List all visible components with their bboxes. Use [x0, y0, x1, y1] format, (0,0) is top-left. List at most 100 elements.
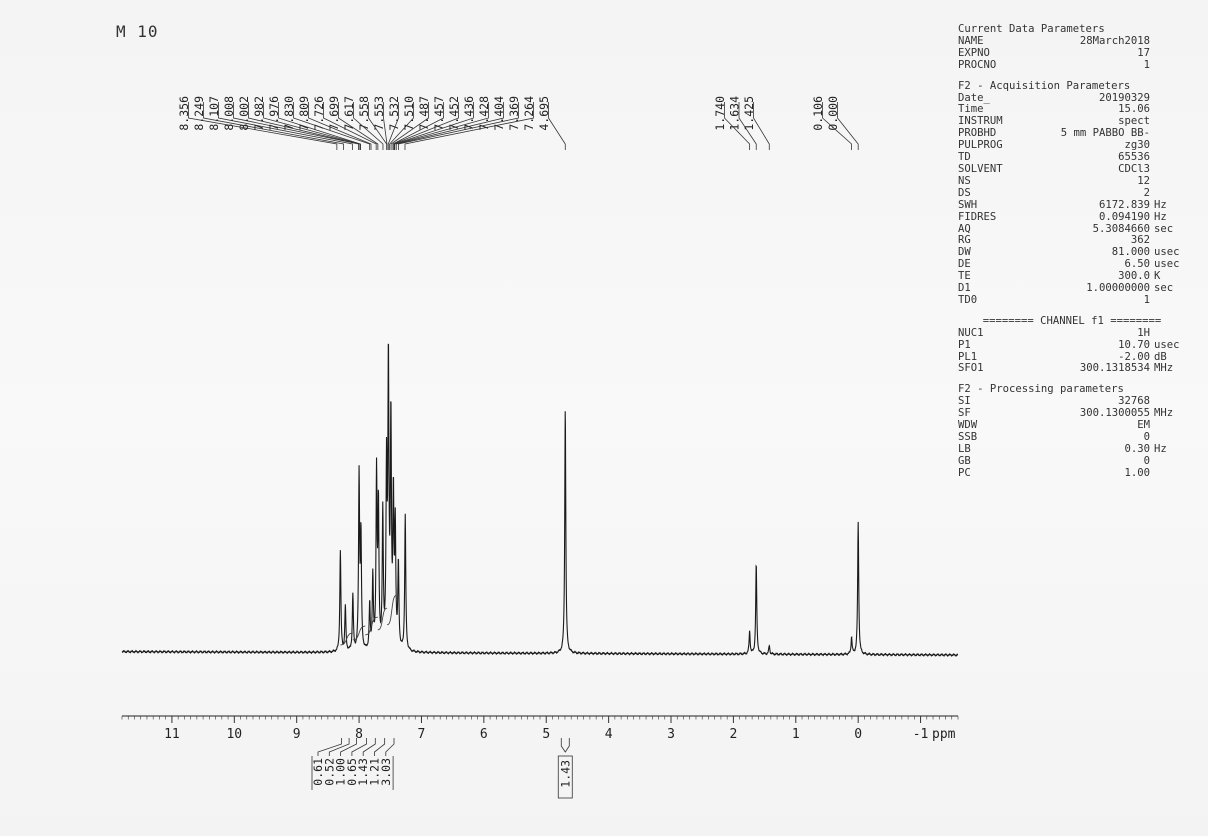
- integral-curve-3: [365, 616, 378, 636]
- param-row: TD0 1: [958, 294, 1186, 307]
- x-tick-label: 10: [226, 727, 242, 742]
- aromatic-peak-label: 7.726: [312, 96, 326, 131]
- aromatic-leader-line: [218, 102, 353, 150]
- integral-value: 1.21: [368, 758, 382, 786]
- param-value: zg30: [1124, 139, 1150, 152]
- spectrum-trace: [121, 343, 959, 657]
- param-name: Date_: [958, 91, 990, 104]
- param-unit: [1150, 456, 1186, 468]
- aromatic-leader-line: [392, 102, 459, 150]
- integral-value: 1.00: [334, 758, 348, 786]
- param-name: GB: [958, 454, 971, 467]
- aromatic-peak-label: 7.532: [387, 96, 401, 131]
- param-section-title: ======== CHANNEL f1 ========: [982, 314, 1162, 327]
- param-unit: [1150, 164, 1186, 176]
- param-row: SF 300.1300055 MHz: [958, 407, 1186, 420]
- param-row: DW 81.000 usec: [958, 246, 1186, 259]
- param-unit: dB: [1154, 350, 1167, 363]
- aliphatic-leader-line: [738, 102, 757, 150]
- param-row: FIDRES 0.094190 Hz: [958, 210, 1186, 224]
- param-row: GB 0: [958, 454, 1186, 468]
- param-value: 0: [1143, 431, 1150, 443]
- integral-value: 0.65: [345, 758, 359, 786]
- param-value: EM: [1137, 419, 1150, 432]
- aromatic-leader-line: [278, 102, 361, 150]
- param-value: 1H: [1137, 326, 1150, 339]
- param-value: 17: [1137, 46, 1150, 59]
- integral-bracket: [374, 738, 386, 756]
- integral-curve-5: [386, 594, 397, 626]
- param-value: CDCl3: [1118, 162, 1150, 175]
- param-row: AQ 5.3084660 sec: [958, 222, 1186, 236]
- param-row: TE 300.0 K: [958, 270, 1186, 283]
- integral-bracket: [351, 738, 367, 756]
- param-name: DW: [958, 246, 971, 259]
- param-row: SOLVENT CDCl3: [958, 162, 1186, 176]
- param-unit: [1150, 60, 1186, 72]
- param-name: SWH: [958, 198, 978, 211]
- param-name: D1: [958, 282, 971, 295]
- param-name: NS: [958, 174, 971, 187]
- x-tick-label: 4: [605, 727, 613, 742]
- param-section: ======== CHANNEL f1 ======== NUC1 1H P1 10.7…: [958, 314, 1186, 376]
- param-row: WDW EM: [958, 419, 1186, 432]
- x-tick-label: -1: [913, 727, 929, 742]
- aromatic-peak-label: 7.487: [417, 96, 431, 131]
- integral-curve-4: [377, 607, 388, 631]
- param-name: SI: [958, 395, 971, 408]
- param-name: NAME: [958, 34, 984, 47]
- param-name: NUC1: [958, 326, 984, 339]
- param-name: DE: [958, 258, 971, 271]
- param-row: DS 2: [958, 186, 1186, 200]
- param-unit: [1150, 140, 1186, 152]
- x-tick-label: 6: [480, 727, 488, 742]
- tms-leader-line: [837, 102, 859, 150]
- x-tick-label: 5: [542, 727, 550, 742]
- param-unit: sec: [1154, 282, 1174, 295]
- x-tick-label: 0: [854, 727, 862, 742]
- aromatic-peak-label: 7.452: [447, 96, 461, 131]
- integral-curve-2: [352, 625, 366, 641]
- param-unit: [1150, 48, 1186, 60]
- param-name: TE: [958, 270, 971, 283]
- param-unit: Hz: [1154, 198, 1167, 211]
- aromatic-leader-line: [389, 102, 414, 150]
- aromatic-leader-line: [383, 102, 388, 150]
- aromatic-leader-line: [308, 102, 372, 150]
- param-name: SOLVENT: [958, 162, 1003, 175]
- param-unit: [1150, 104, 1186, 116]
- param-unit: Hz: [1154, 442, 1167, 455]
- param-unit: [1150, 176, 1186, 188]
- x-tick-label: 7: [418, 727, 426, 742]
- param-row: Time 15.06: [958, 104, 1186, 116]
- param-unit: [1150, 188, 1186, 200]
- aromatic-leader-line: [387, 102, 399, 150]
- param-name: AQ: [958, 222, 971, 235]
- integral-bracket: [362, 738, 376, 756]
- aromatic-peak-label: 7.558: [357, 96, 371, 131]
- param-name: INSTRUM: [958, 115, 1003, 128]
- aliphatic-leader-line: [724, 102, 751, 150]
- param-row: SI 32768: [958, 395, 1186, 408]
- param-name: PULPROG: [958, 139, 1003, 152]
- param-row: INSTRUM spect: [958, 115, 1186, 128]
- param-name: EXPNO: [958, 46, 990, 59]
- param-value: 28March2018: [1079, 34, 1150, 47]
- param-row: SSB 0: [958, 431, 1186, 444]
- aliphatic-peak-label: 1.425: [742, 96, 756, 131]
- param-name: FIDRES: [958, 210, 997, 223]
- aromatic-peak-label: 7.436: [462, 96, 476, 131]
- param-row: D1 1.00000000 sec: [958, 282, 1186, 295]
- integral-curve-1: [340, 632, 353, 646]
- param-value: 0: [1143, 454, 1150, 467]
- x-tick-label: 3: [667, 727, 675, 742]
- param-name: DS: [958, 186, 971, 199]
- param-unit: [1150, 468, 1186, 480]
- param-unit: Hz: [1154, 210, 1167, 223]
- param-section-title: F2 - Acquisition Parameters: [958, 79, 1131, 92]
- aromatic-peak-label: 4.695: [537, 96, 551, 131]
- integral-value: 0.61: [311, 758, 325, 786]
- param-value: 1.00: [1124, 466, 1150, 479]
- x-tick-label: 8: [355, 727, 363, 742]
- param-name: Time: [958, 103, 984, 116]
